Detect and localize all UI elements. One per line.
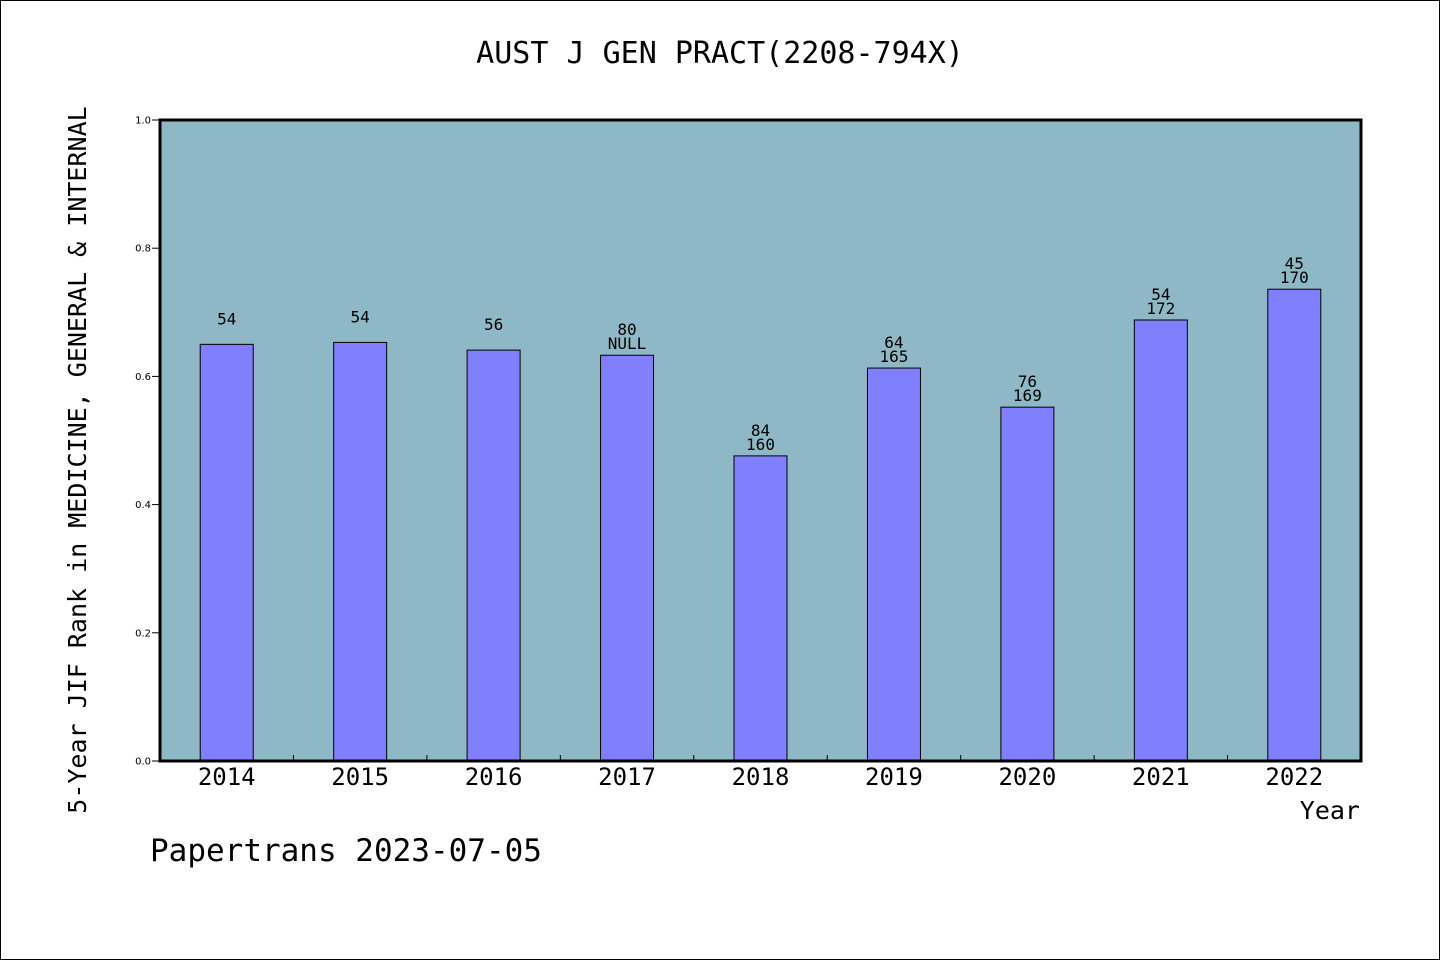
- bar: [1133, 319, 1188, 762]
- x-tick-label: 2015: [331, 763, 389, 791]
- bar-data-label: 76: [1018, 372, 1037, 391]
- plot-border: [158, 118, 1363, 763]
- bar-data-label: 160: [746, 435, 775, 454]
- bar-data-label: 54: [351, 307, 370, 326]
- x-tick-label: 2019: [865, 763, 923, 791]
- y-tick-label: 0.4: [135, 500, 151, 511]
- x-tick-label: 2018: [732, 763, 790, 791]
- bar-data-label: 80: [617, 320, 636, 339]
- bar: [733, 455, 788, 762]
- y-tick-label: 1.0: [135, 116, 151, 127]
- bar-data-label: 56: [484, 315, 503, 334]
- bar-data-label: 165: [879, 347, 908, 366]
- bar-data-label: 172: [1146, 299, 1175, 318]
- bar: [1000, 406, 1055, 762]
- x-tick-label: 2022: [1265, 763, 1323, 791]
- bar-data-label: NULL: [608, 334, 647, 353]
- x-tick-label: 2014: [198, 763, 256, 791]
- footer-note: Papertrans 2023-07-05: [150, 833, 542, 869]
- y-tick-label: 0.6: [135, 372, 151, 383]
- x-axis-label: Year: [1299, 796, 1360, 825]
- bar: [1267, 288, 1322, 762]
- bar: [866, 367, 921, 762]
- bar-data-label: 170: [1280, 268, 1309, 287]
- y-tick-label: 0.8: [135, 244, 151, 255]
- bar-data-label: 64: [884, 333, 903, 352]
- y-tick-label: 0.0: [135, 757, 151, 768]
- chart-title: AUST J GEN PRACT(2208-794X): [476, 36, 964, 71]
- bar-data-label: 169: [1013, 386, 1042, 405]
- bar-data-label: 54: [217, 309, 236, 328]
- y-axis-label: 5-Year JIF Rank in MEDICINE, GENERAL & I…: [63, 106, 92, 814]
- bar: [333, 341, 388, 762]
- x-tick-label: 2016: [465, 763, 523, 791]
- bar: [600, 354, 655, 762]
- bar-data-label: 84: [751, 421, 770, 440]
- x-tick-label: 2020: [998, 763, 1056, 791]
- x-tick-label: 2021: [1132, 763, 1190, 791]
- y-tick-label: 0.2: [135, 628, 151, 639]
- bar-data-label: 45: [1285, 254, 1304, 273]
- x-tick-label: 2017: [598, 763, 656, 791]
- bar: [199, 343, 254, 762]
- bar: [466, 349, 521, 762]
- bar-data-label: 54: [1151, 285, 1170, 304]
